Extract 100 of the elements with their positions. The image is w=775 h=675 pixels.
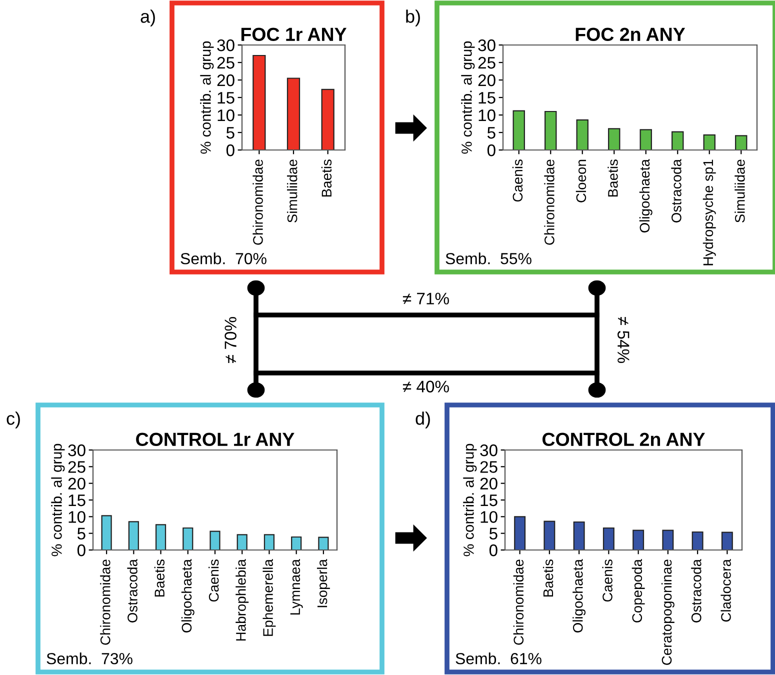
y-axis-title: % contrib. al grup bbox=[461, 41, 475, 154]
text: Semb. 61% bbox=[456, 652, 542, 664]
x-tick-label: Lymnaea bbox=[290, 559, 303, 614]
y-tick-label: 30 bbox=[217, 39, 234, 52]
y-axis-title: % contrib. al grup bbox=[51, 444, 65, 556]
y-tick-label: 5 bbox=[226, 127, 234, 139]
y-tick-label: 0 bbox=[226, 144, 234, 156]
bar bbox=[286, 78, 300, 150]
y-axis-title: % contrib. al grup bbox=[200, 41, 214, 154]
x-tick-label: Ostracoda bbox=[691, 559, 702, 622]
bar bbox=[721, 532, 733, 550]
bar bbox=[573, 521, 585, 550]
y-axis-title: % contrib. al grup bbox=[463, 444, 477, 556]
x-tick-label: Caenis bbox=[602, 560, 612, 602]
y-tick-label: 10 bbox=[218, 109, 234, 122]
y-tick-label: 15 bbox=[68, 494, 86, 506]
bar bbox=[632, 530, 644, 550]
x-tick-label: Chironomidae bbox=[513, 560, 524, 645]
text: Semb. 55% bbox=[446, 252, 532, 264]
x-tick-label: Chironomidae bbox=[252, 160, 263, 245]
bar bbox=[703, 134, 716, 150]
bar bbox=[735, 135, 748, 150]
y-tick-label: 20 bbox=[478, 74, 496, 86]
bar bbox=[101, 515, 112, 550]
x-tick-label: Ostracoda bbox=[127, 559, 138, 622]
bar bbox=[236, 534, 248, 550]
y-tick-label: 25 bbox=[480, 461, 498, 473]
x-tick-label: Caenis bbox=[208, 560, 219, 602]
chart-title: CONTROL 1r ANY bbox=[136, 432, 294, 446]
text: b) bbox=[406, 10, 420, 26]
bar bbox=[291, 536, 302, 550]
bar bbox=[182, 527, 194, 550]
y-tick-label: 10 bbox=[480, 511, 498, 523]
text: ≠ 70% bbox=[224, 317, 236, 364]
bar bbox=[128, 521, 139, 550]
text: Semb. 70% bbox=[180, 252, 266, 264]
y-tick-label: 30 bbox=[480, 444, 498, 456]
y-tick-label: 20 bbox=[480, 478, 498, 490]
x-tick-label: Oligochaeta bbox=[639, 159, 652, 232]
x-tick-label: Cladocera bbox=[720, 559, 731, 622]
x-tick-label: Baetis bbox=[608, 160, 618, 196]
x-tick-label: Habrophlebia bbox=[236, 559, 249, 641]
x-tick-label: Simuliidae bbox=[734, 160, 745, 222]
bar bbox=[155, 524, 166, 550]
text: Semb. 73% bbox=[46, 652, 132, 664]
y-tick-label: 20 bbox=[68, 478, 86, 490]
x-tick-label: Copepoda bbox=[632, 559, 645, 622]
chart-title: FOC 1r ANY bbox=[241, 28, 346, 42]
y-tick-label: 15 bbox=[478, 92, 496, 104]
text: c) bbox=[6, 412, 20, 428]
x-tick-label: Cloeon bbox=[576, 160, 586, 202]
chart-title: CONTROL 2n ANY bbox=[542, 432, 705, 446]
y-tick-label: 10 bbox=[68, 511, 86, 523]
x-tick-label: Ceratopogoninae bbox=[661, 560, 674, 665]
bar bbox=[544, 110, 557, 150]
x-tick-label: Isoperla bbox=[316, 559, 330, 608]
text: d) bbox=[416, 412, 430, 428]
x-tick-label: Chironomidae bbox=[100, 560, 110, 645]
y-tick-label: 0 bbox=[77, 544, 86, 556]
x-tick-label: Baetis bbox=[321, 160, 332, 196]
y-tick-label: 25 bbox=[217, 56, 234, 69]
chart-title: FOC 2n ANY bbox=[576, 28, 686, 42]
x-tick-label: Ephemerella bbox=[262, 559, 276, 636]
y-tick-label: 5 bbox=[489, 528, 498, 540]
bar bbox=[640, 129, 652, 150]
bar bbox=[252, 54, 266, 150]
y-tick-label: 0 bbox=[489, 544, 498, 556]
x-tick-label: Simuliidae bbox=[287, 160, 298, 222]
bar bbox=[321, 88, 334, 150]
x-tick-label: Chironomidae bbox=[544, 160, 554, 245]
y-tick-label: 30 bbox=[68, 444, 86, 456]
y-tick-label: 15 bbox=[218, 92, 234, 104]
bar bbox=[512, 110, 525, 150]
y-tick-label: 0 bbox=[487, 144, 496, 156]
x-tick-label: Baetis bbox=[154, 560, 165, 596]
x-tick-label: Hydropsyche sp1 bbox=[702, 160, 716, 266]
y-tick-label: 5 bbox=[77, 528, 86, 540]
x-tick-label: Caenis bbox=[512, 160, 523, 202]
bar bbox=[514, 516, 526, 550]
x-tick-label: Oligochaeta bbox=[572, 559, 586, 632]
y-tick-label: 5 bbox=[487, 127, 496, 139]
text: a) bbox=[140, 10, 155, 26]
y-tick-label: 30 bbox=[478, 39, 496, 52]
bar bbox=[672, 131, 684, 150]
bar bbox=[544, 520, 556, 550]
x-tick-label: Oligochaeta bbox=[181, 559, 194, 632]
y-tick-label: 20 bbox=[217, 74, 234, 86]
y-tick-label: 10 bbox=[478, 109, 496, 122]
text: ≠ 71% bbox=[402, 292, 449, 304]
y-tick-label: 15 bbox=[480, 494, 498, 506]
bar bbox=[210, 530, 220, 550]
x-tick-label: Baetis bbox=[542, 560, 554, 596]
y-tick-label: 25 bbox=[478, 56, 496, 69]
y-tick-label: 25 bbox=[68, 461, 86, 473]
text: ≠ 54% bbox=[618, 316, 630, 363]
x-tick-label: Ostracoda bbox=[671, 159, 682, 222]
bar bbox=[576, 119, 588, 150]
bar bbox=[264, 534, 275, 550]
bar bbox=[602, 527, 614, 550]
bar bbox=[662, 530, 674, 550]
